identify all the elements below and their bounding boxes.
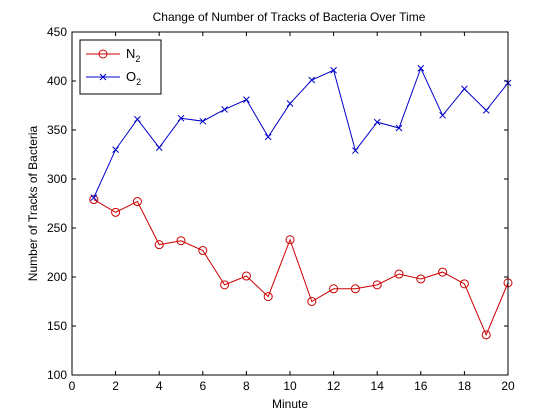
y-tick-label: 200 [47, 270, 67, 284]
x-axis-label: Minute [272, 397, 308, 411]
data-point-n2 [459, 279, 469, 289]
x-tick-label: 2 [112, 379, 119, 393]
legend-label-n2: N2 [126, 46, 140, 64]
legend-entry-n2: N2 [86, 46, 140, 64]
data-point-n2 [241, 271, 251, 281]
legend-marker-n2 [98, 49, 108, 59]
x-tick-label: 18 [458, 379, 472, 393]
data-point-o2 [134, 115, 141, 123]
data-point-n2 [176, 236, 186, 246]
data-point-n2 [481, 330, 491, 340]
data-point-o2 [155, 144, 163, 151]
x-tick-label: 6 [199, 379, 206, 393]
data-point-o2 [221, 106, 228, 113]
data-point-o2 [482, 107, 490, 114]
axis-ticks: 0 2 4 6 8 10 12 14 16 18 20 100 150 200 250 300 350 400 45… [47, 25, 515, 393]
series-n2 [89, 195, 513, 340]
data-point-o2 [112, 146, 119, 153]
x-tick-label: 20 [501, 379, 515, 393]
y-tick-label: 450 [47, 25, 67, 39]
series-layer [89, 64, 513, 340]
x-tick-label: 16 [414, 379, 428, 393]
data-point-n2 [111, 207, 121, 217]
legend: N2 O2 [79, 39, 162, 95]
legend-label-o2-sub: 2 [136, 77, 141, 87]
x-tick-label: 0 [69, 379, 76, 393]
data-point-n2 [438, 267, 448, 277]
x-tick-label: 4 [156, 379, 163, 393]
legend-label-n2-base: N [126, 46, 135, 61]
data-point-o2 [286, 100, 294, 107]
data-point-n2 [89, 195, 99, 205]
data-point-o2 [308, 76, 316, 84]
legend-label-o2-base: O [126, 69, 136, 84]
data-point-n2 [263, 292, 273, 302]
data-point-o2 [461, 85, 468, 93]
x-tick-label: 12 [327, 379, 341, 393]
legend-entry-o2: O2 [86, 69, 141, 87]
data-point-n2 [198, 246, 208, 256]
data-point-n2 [394, 269, 404, 279]
y-tick-label: 350 [47, 123, 67, 137]
x-tick-label: 10 [283, 379, 297, 393]
data-point-o2 [264, 133, 272, 141]
x-tick-label: 8 [243, 379, 250, 393]
data-point-n2 [350, 284, 360, 294]
x-tick-label: 14 [371, 379, 385, 393]
data-point-o2 [395, 124, 403, 132]
y-tick-label: 400 [47, 74, 67, 88]
data-point-o2 [199, 117, 207, 125]
legend-box [79, 39, 162, 95]
series-line-o2 [93, 66, 509, 198]
y-axis-label: Number of Tracks of Bacteria [26, 125, 40, 281]
data-point-o2 [330, 66, 337, 74]
legend-label-o2: O2 [126, 69, 141, 87]
data-point-o2 [417, 64, 425, 72]
y-tick-label: 300 [47, 172, 67, 186]
legend-label-n2-sub: 2 [135, 54, 140, 64]
data-point-n2 [329, 284, 339, 294]
data-point-n2 [220, 280, 230, 290]
data-point-o2 [90, 194, 98, 201]
y-tick-label: 100 [47, 368, 67, 382]
data-point-o2 [439, 111, 446, 119]
data-point-n2 [416, 274, 426, 284]
data-point-n2 [285, 235, 295, 245]
data-point-o2 [352, 147, 359, 154]
data-point-n2 [154, 240, 164, 250]
data-point-n2 [307, 297, 317, 306]
data-point-o2 [243, 96, 250, 103]
y-tick-label: 150 [47, 319, 67, 333]
data-point-o2 [373, 118, 381, 126]
y-tick-label: 250 [47, 221, 67, 235]
chart-title: Change of Number of Tracks of Bacteria O… [153, 10, 426, 24]
data-point-n2 [372, 280, 382, 290]
series-o2 [90, 64, 512, 201]
data-point-n2 [132, 197, 142, 207]
plot-frame [71, 31, 509, 376]
legend-marker-o2 [99, 73, 107, 81]
data-point-o2 [177, 114, 185, 122]
